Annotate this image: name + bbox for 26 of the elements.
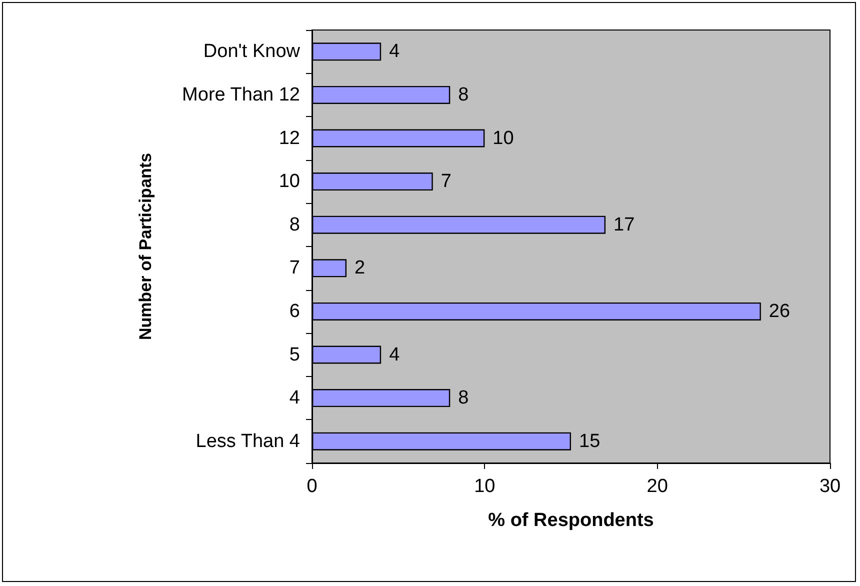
y-tick-label: Don't Know: [203, 41, 300, 62]
x-tick-label: 0: [306, 476, 318, 497]
x-tick-label: 20: [646, 476, 668, 497]
data-label: 10: [492, 128, 514, 149]
data-label: 17: [614, 214, 635, 236]
data-label: 8: [458, 84, 469, 106]
data-label: 7: [440, 171, 452, 192]
data-label: 2: [354, 258, 366, 279]
data-label: 15: [579, 430, 600, 452]
y-tick-label: 8: [289, 214, 300, 236]
y-tick-label: More Than 12: [182, 84, 300, 106]
y-tick-label: Less Than 4: [196, 430, 300, 452]
data-label: 4: [389, 41, 400, 62]
y-axis-title: Number of Participants: [136, 152, 155, 340]
data-label: 4: [389, 344, 400, 366]
y-tick-label: 4: [289, 388, 300, 409]
y-tick-label: 6: [289, 300, 300, 322]
y-tick-label: 10: [278, 171, 300, 192]
x-tick-label: 10: [474, 476, 496, 497]
y-tick-label: 7: [289, 258, 300, 279]
x-tick-label: 30: [819, 476, 841, 497]
data-label: 26: [768, 300, 790, 322]
y-tick-label: 5: [289, 344, 300, 366]
data-label: 8: [458, 388, 469, 409]
x-axis-title: % of Respondents: [488, 510, 654, 531]
y-tick-label: 12: [278, 128, 300, 149]
